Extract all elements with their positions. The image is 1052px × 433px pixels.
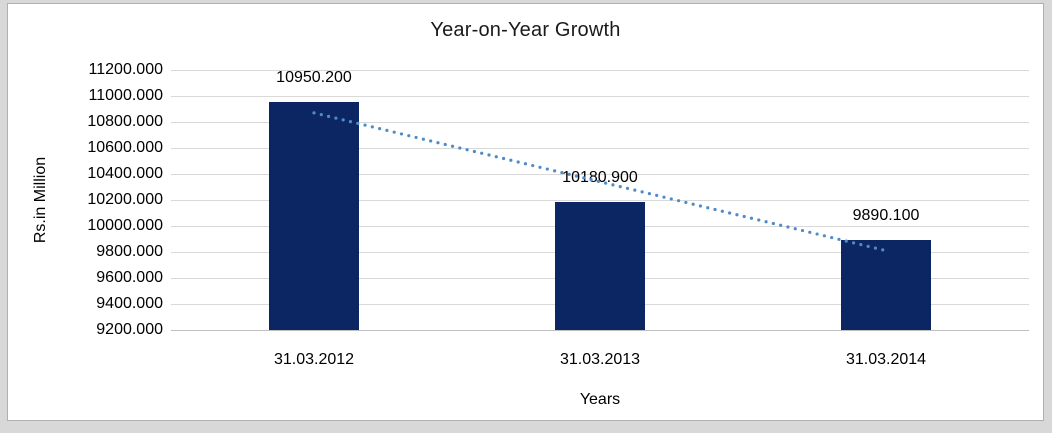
y-tick-label: 9400.000: [96, 295, 163, 312]
y-tick-label: 10200.000: [87, 191, 163, 208]
y-tick-label: 9200.000: [96, 321, 163, 338]
gridline: [171, 330, 1029, 331]
data-label: 10180.900: [562, 169, 638, 186]
x-axis-title: Years: [579, 391, 621, 408]
bar: [555, 202, 645, 330]
y-axis-title: Rs.in Million: [32, 156, 49, 244]
y-tick-label: 10800.000: [87, 113, 163, 130]
chart-title: Year-on-Year Growth: [430, 19, 621, 41]
chart-panel: Year-on-Year Growth 9200.000 9400.000 9600…: [7, 3, 1044, 421]
bar: [269, 102, 359, 330]
x-tick-label: 31.03.2014: [845, 351, 927, 368]
y-tick-label: 11000.000: [88, 87, 163, 104]
y-tick-label: 10600.000: [87, 139, 163, 156]
y-tick-label: 10000.000: [87, 217, 163, 234]
data-label: 9890.100: [852, 207, 920, 224]
x-tick-label: 31.03.2013: [559, 351, 641, 368]
x-tick-label: 31.03.2012: [273, 351, 355, 368]
gridline: [171, 96, 1029, 97]
y-tick-label: 10400.000: [87, 165, 163, 182]
y-tick-label: 9600.000: [96, 269, 163, 286]
y-tick-label: 11200.000: [88, 61, 163, 78]
data-label: 10950.200: [276, 69, 352, 86]
bar: [841, 240, 931, 330]
y-tick-label: 9800.000: [96, 243, 163, 260]
gridline: [171, 70, 1029, 71]
